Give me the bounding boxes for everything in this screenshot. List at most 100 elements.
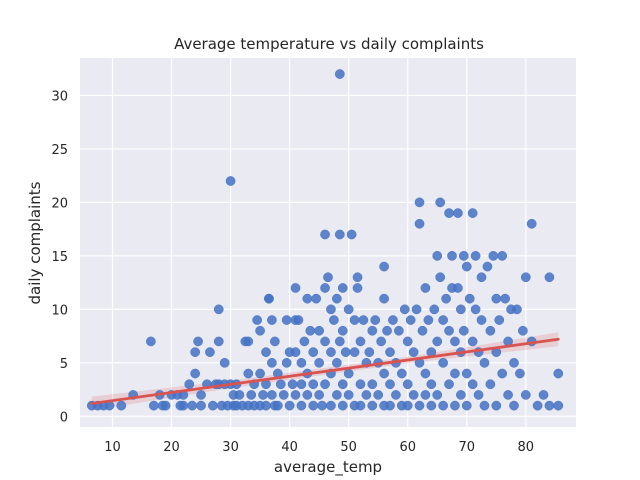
data-point xyxy=(526,218,537,229)
plot-area xyxy=(80,58,576,427)
data-point xyxy=(405,315,416,325)
data-point xyxy=(444,325,454,336)
data-point xyxy=(461,368,472,379)
data-point xyxy=(518,325,528,336)
data-point xyxy=(320,229,330,240)
data-point xyxy=(385,379,395,390)
data-point xyxy=(485,325,496,336)
data-point xyxy=(332,357,342,368)
y-tick-label: 20 xyxy=(51,196,68,211)
data-point xyxy=(296,400,307,411)
data-point xyxy=(320,379,330,390)
data-point xyxy=(355,336,366,347)
data-point xyxy=(243,368,254,379)
data-point xyxy=(160,400,171,411)
data-point xyxy=(432,251,443,261)
data-point xyxy=(337,400,348,411)
data-point xyxy=(509,357,519,368)
data-point xyxy=(453,283,463,293)
data-point xyxy=(334,229,345,240)
data-point xyxy=(332,390,342,400)
data-point xyxy=(476,272,487,283)
data-point xyxy=(429,304,440,315)
y-tick-labels: 0 5 10 15 20 25 30 xyxy=(51,89,68,425)
x-tick-label: 70 xyxy=(458,440,475,455)
data-point xyxy=(308,400,319,411)
y-tick-label: 0 xyxy=(60,410,68,425)
data-point xyxy=(184,379,195,390)
data-point xyxy=(491,293,502,304)
data-point xyxy=(314,357,324,368)
data-point xyxy=(456,304,466,315)
x-tick-label: 40 xyxy=(281,440,298,455)
data-point xyxy=(438,357,448,368)
data-point xyxy=(379,368,389,379)
data-point xyxy=(461,261,472,272)
data-point xyxy=(467,208,478,218)
data-point xyxy=(314,390,324,400)
data-point xyxy=(376,336,386,347)
data-point xyxy=(255,325,265,336)
data-point xyxy=(355,400,366,411)
data-point xyxy=(450,368,460,379)
x-tick-label: 30 xyxy=(222,440,239,455)
data-point xyxy=(213,304,224,315)
data-point xyxy=(441,293,451,304)
data-point xyxy=(358,315,369,325)
data-point xyxy=(500,293,510,304)
data-point xyxy=(320,283,330,293)
y-tick-label: 30 xyxy=(51,89,68,104)
data-point xyxy=(470,251,481,261)
data-point xyxy=(417,325,428,336)
data-point xyxy=(497,368,508,379)
data-point xyxy=(308,347,319,357)
data-point xyxy=(453,208,463,218)
data-point xyxy=(544,272,555,283)
data-point xyxy=(432,336,443,347)
data-point xyxy=(267,390,277,400)
data-point xyxy=(461,400,472,411)
chart-title: Average temperature vs daily complaints xyxy=(174,35,484,53)
data-point xyxy=(326,304,336,315)
data-point xyxy=(278,390,289,400)
data-point xyxy=(352,272,363,283)
data-point xyxy=(299,336,310,347)
data-point xyxy=(450,336,460,347)
data-point xyxy=(281,357,292,368)
data-point xyxy=(450,400,460,411)
data-point xyxy=(343,368,354,379)
data-point xyxy=(520,272,531,283)
data-point xyxy=(503,390,513,400)
data-point xyxy=(275,379,286,390)
data-point xyxy=(379,261,389,272)
data-point xyxy=(343,304,354,315)
data-point xyxy=(290,283,301,293)
data-point xyxy=(302,293,313,304)
data-point xyxy=(373,390,384,400)
data-point xyxy=(116,400,127,411)
data-point xyxy=(532,400,543,411)
data-point xyxy=(213,336,224,347)
trend-line xyxy=(90,337,560,405)
data-point xyxy=(420,390,431,400)
data-point xyxy=(391,390,401,400)
data-point xyxy=(323,272,333,283)
data-point xyxy=(346,229,357,240)
data-point xyxy=(252,315,262,325)
data-point xyxy=(491,400,502,411)
data-point xyxy=(553,368,564,379)
data-point xyxy=(458,325,469,336)
data-point xyxy=(193,336,203,347)
data-point xyxy=(408,347,419,357)
data-point xyxy=(148,400,159,411)
data-point xyxy=(281,315,292,325)
y-tick-label: 15 xyxy=(51,250,68,265)
data-point xyxy=(497,251,508,261)
x-tick-labels: 10 20 30 40 50 60 70 80 xyxy=(104,440,534,455)
data-point xyxy=(196,390,206,400)
data-point xyxy=(479,400,490,411)
data-point xyxy=(420,283,431,293)
data-point xyxy=(332,293,342,304)
data-point xyxy=(243,336,254,347)
data-point xyxy=(470,304,481,315)
